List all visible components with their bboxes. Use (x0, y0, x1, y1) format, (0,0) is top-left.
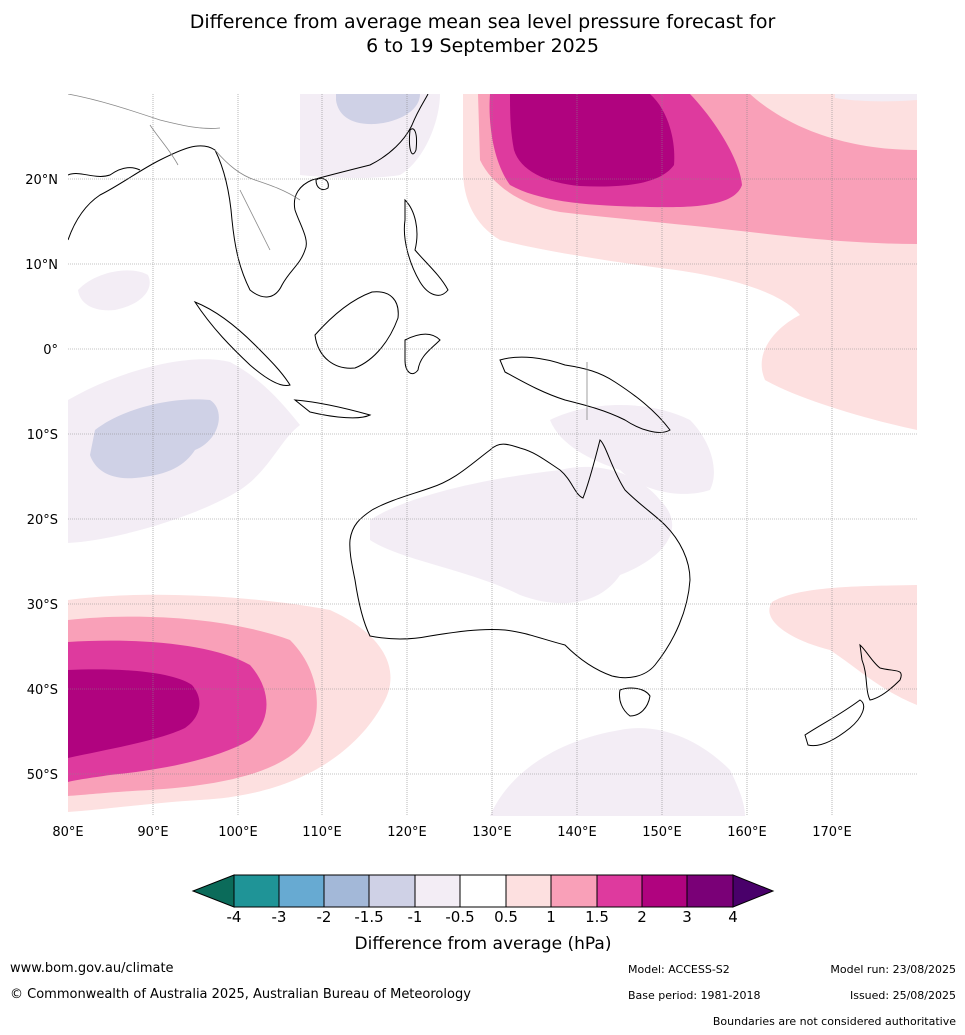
cb-tick-11: 3 (682, 908, 692, 926)
cb-tick-3: -2 (317, 908, 332, 926)
coastlines (68, 94, 902, 747)
cb-tick-12: 4 (728, 908, 738, 926)
colorbar-bin-1 (233, 874, 280, 908)
anomaly-2-north-pacific (510, 94, 675, 187)
graticule (68, 94, 917, 816)
borneo-outline (314, 291, 399, 369)
lon-label-150e: 150°E (642, 825, 682, 840)
anomaly-neg1-indian-ocean (90, 399, 219, 479)
colorbar-bin-9 (596, 874, 643, 908)
lon-label-170e: 170°E (812, 825, 852, 840)
footer-disclaimer: Boundaries are not considered authoritat… (712, 1015, 956, 1028)
colorbar-bin-4 (368, 874, 416, 908)
sumatra-outline (193, 300, 291, 387)
lat-label-40s: 40°S (27, 683, 58, 698)
anomaly-shading (68, 94, 917, 816)
lon-label-140e: 140°E (557, 825, 597, 840)
lat-label-50s: 50°S (27, 768, 58, 783)
colorbar-bin-6 (459, 874, 507, 908)
colorbar-bin-7 (505, 874, 552, 908)
longitude-labels: 80°E 90°E 100°E 110°E 120°E 130°E 140°E … (52, 825, 851, 840)
australia-outline (349, 439, 691, 679)
colorbar: -4 -3 -2 -1.5 -1 -0.5 0.5 1 1.5 2 3 4 Di… (191, 874, 775, 954)
colorbar-bin-3 (323, 874, 370, 908)
colorbar-bin-8 (550, 874, 598, 908)
map-content (68, 94, 917, 816)
new-zealand-south (804, 699, 865, 747)
cb-tick-6: -0.5 (445, 908, 474, 926)
lat-label-20n: 20°N (25, 173, 58, 188)
colorbar-title: Difference from average (hPa) (355, 934, 612, 954)
anomaly-0.5-tasman (769, 585, 917, 705)
lat-label-10n: 10°N (25, 258, 58, 273)
anomaly-neg0.5-far-ne (835, 94, 917, 102)
lon-label-130e: 130°E (472, 825, 512, 840)
colorbar-bin-10 (641, 874, 688, 908)
cb-tick-9: 1.5 (585, 908, 609, 926)
colorbar-extend-low (191, 874, 235, 908)
latitude-labels: 20°N 10°N 0° 10°S 20°S 30°S 40°S 50°S (25, 173, 58, 783)
lon-label-80e: 80°E (52, 825, 83, 840)
india-outline (68, 167, 141, 177)
java-outline (293, 399, 372, 419)
footer-url[interactable]: www.bom.gov.au/climate (10, 961, 174, 976)
anomaly-neg0.5-bay-of-bengal (78, 270, 150, 311)
cb-tick-7: 0.5 (494, 908, 518, 926)
cb-tick-8: 1 (546, 908, 556, 926)
cb-tick-2: -3 (272, 908, 287, 926)
cb-tick-5: -1 (408, 908, 423, 926)
title-line-1: Difference from average mean sea level p… (189, 11, 776, 33)
sulawesi-outline (404, 333, 441, 375)
country-borders (68, 94, 588, 420)
cb-tick-4: -1.5 (354, 908, 383, 926)
cb-tick-1: -4 (227, 908, 242, 926)
anomaly-2-indian-ocean (68, 669, 200, 758)
footer-model: Model: ACCESS-S2 (628, 963, 730, 976)
colorbar-bin-11 (686, 874, 734, 908)
colorbar-bin-5 (414, 874, 461, 908)
lat-label-0: 0° (43, 343, 58, 358)
new-guinea-outline (499, 356, 671, 433)
cb-tick-10: 2 (637, 908, 647, 926)
map-title: Difference from average mean sea level p… (0, 10, 965, 58)
footer-base-period: Base period: 1981-2018 (628, 989, 761, 1002)
anomaly-neg0.5-coral-sea (550, 405, 714, 494)
lon-label-90e: 90°E (137, 825, 168, 840)
anomaly-neg1-south-china (336, 94, 420, 125)
hainan-outline (315, 177, 329, 191)
philippines-outline (403, 198, 449, 296)
colorbar-bin-2 (278, 874, 325, 908)
lon-label-120e: 120°E (387, 825, 427, 840)
lat-label-20s: 20°S (27, 513, 58, 528)
footer-model-run: Model run: 23/08/2025 (830, 963, 956, 976)
taiwan-outline (409, 128, 417, 155)
footer-copyright: © Commonwealth of Australia 2025, Austra… (10, 987, 471, 1002)
lon-label-160e: 160°E (727, 825, 767, 840)
title-line-2: 6 to 19 September 2025 (366, 35, 599, 57)
colorbar-ticks: -4 -3 -2 -1.5 -1 -0.5 0.5 1 1.5 2 3 4 (227, 908, 738, 926)
anomaly-neg0.5-southern-ocean (490, 728, 745, 816)
anomaly-neg0.5-australia (370, 466, 673, 604)
pressure-anomaly-map: 20°N 10°N 0° 10°S 20°S 30°S 40°S 50°S 80… (25, 94, 917, 840)
asia-mainland-outline (68, 94, 429, 298)
tasmania-outline (619, 687, 651, 717)
lon-label-110e: 110°E (302, 825, 342, 840)
lat-label-10s: 10°S (27, 428, 58, 443)
new-zealand-north (859, 643, 902, 701)
lon-label-100e: 100°E (218, 825, 258, 840)
lat-label-30s: 30°S (27, 598, 58, 613)
footer-issued: Issued: 25/08/2025 (849, 989, 956, 1002)
colorbar-extend-high (732, 874, 775, 908)
